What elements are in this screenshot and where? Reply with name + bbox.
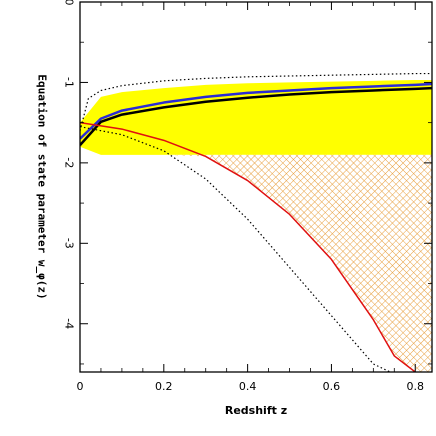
series-blue-line bbox=[80, 82, 432, 140]
y-tick-label: -2 bbox=[63, 157, 76, 168]
y-axis-label: Equation of state parameter w_φ(z) bbox=[36, 74, 49, 299]
x-tick-label: 0.4 bbox=[239, 380, 257, 393]
tick-labels: 0 0.2 0.4 0.6 0.8 0 -1 -2 -3 -4 bbox=[63, 0, 424, 393]
plot-area bbox=[80, 72, 432, 372]
y-tick-label: 0 bbox=[63, 0, 76, 6]
y-tick-label: -3 bbox=[63, 238, 76, 249]
x-tick-label: 0 bbox=[77, 380, 84, 393]
x-tick-label: 0.8 bbox=[406, 380, 424, 393]
series-dotted-upper-line bbox=[80, 72, 432, 131]
x-tick-label: 0.6 bbox=[323, 380, 341, 393]
series-black-line bbox=[80, 86, 432, 147]
series-red-line bbox=[80, 121, 416, 372]
plot-frame bbox=[79, 1, 433, 373]
y-tick-label: -4 bbox=[63, 318, 76, 329]
x-tick-label: 0.2 bbox=[155, 380, 173, 393]
hatched-band bbox=[80, 154, 432, 372]
yellow-band bbox=[80, 80, 432, 155]
y-tick-label: -1 bbox=[63, 77, 76, 88]
series-dotted-lower-line bbox=[80, 126, 391, 372]
x-axis-label: Redshift z bbox=[225, 404, 287, 417]
axes bbox=[79, 1, 433, 373]
